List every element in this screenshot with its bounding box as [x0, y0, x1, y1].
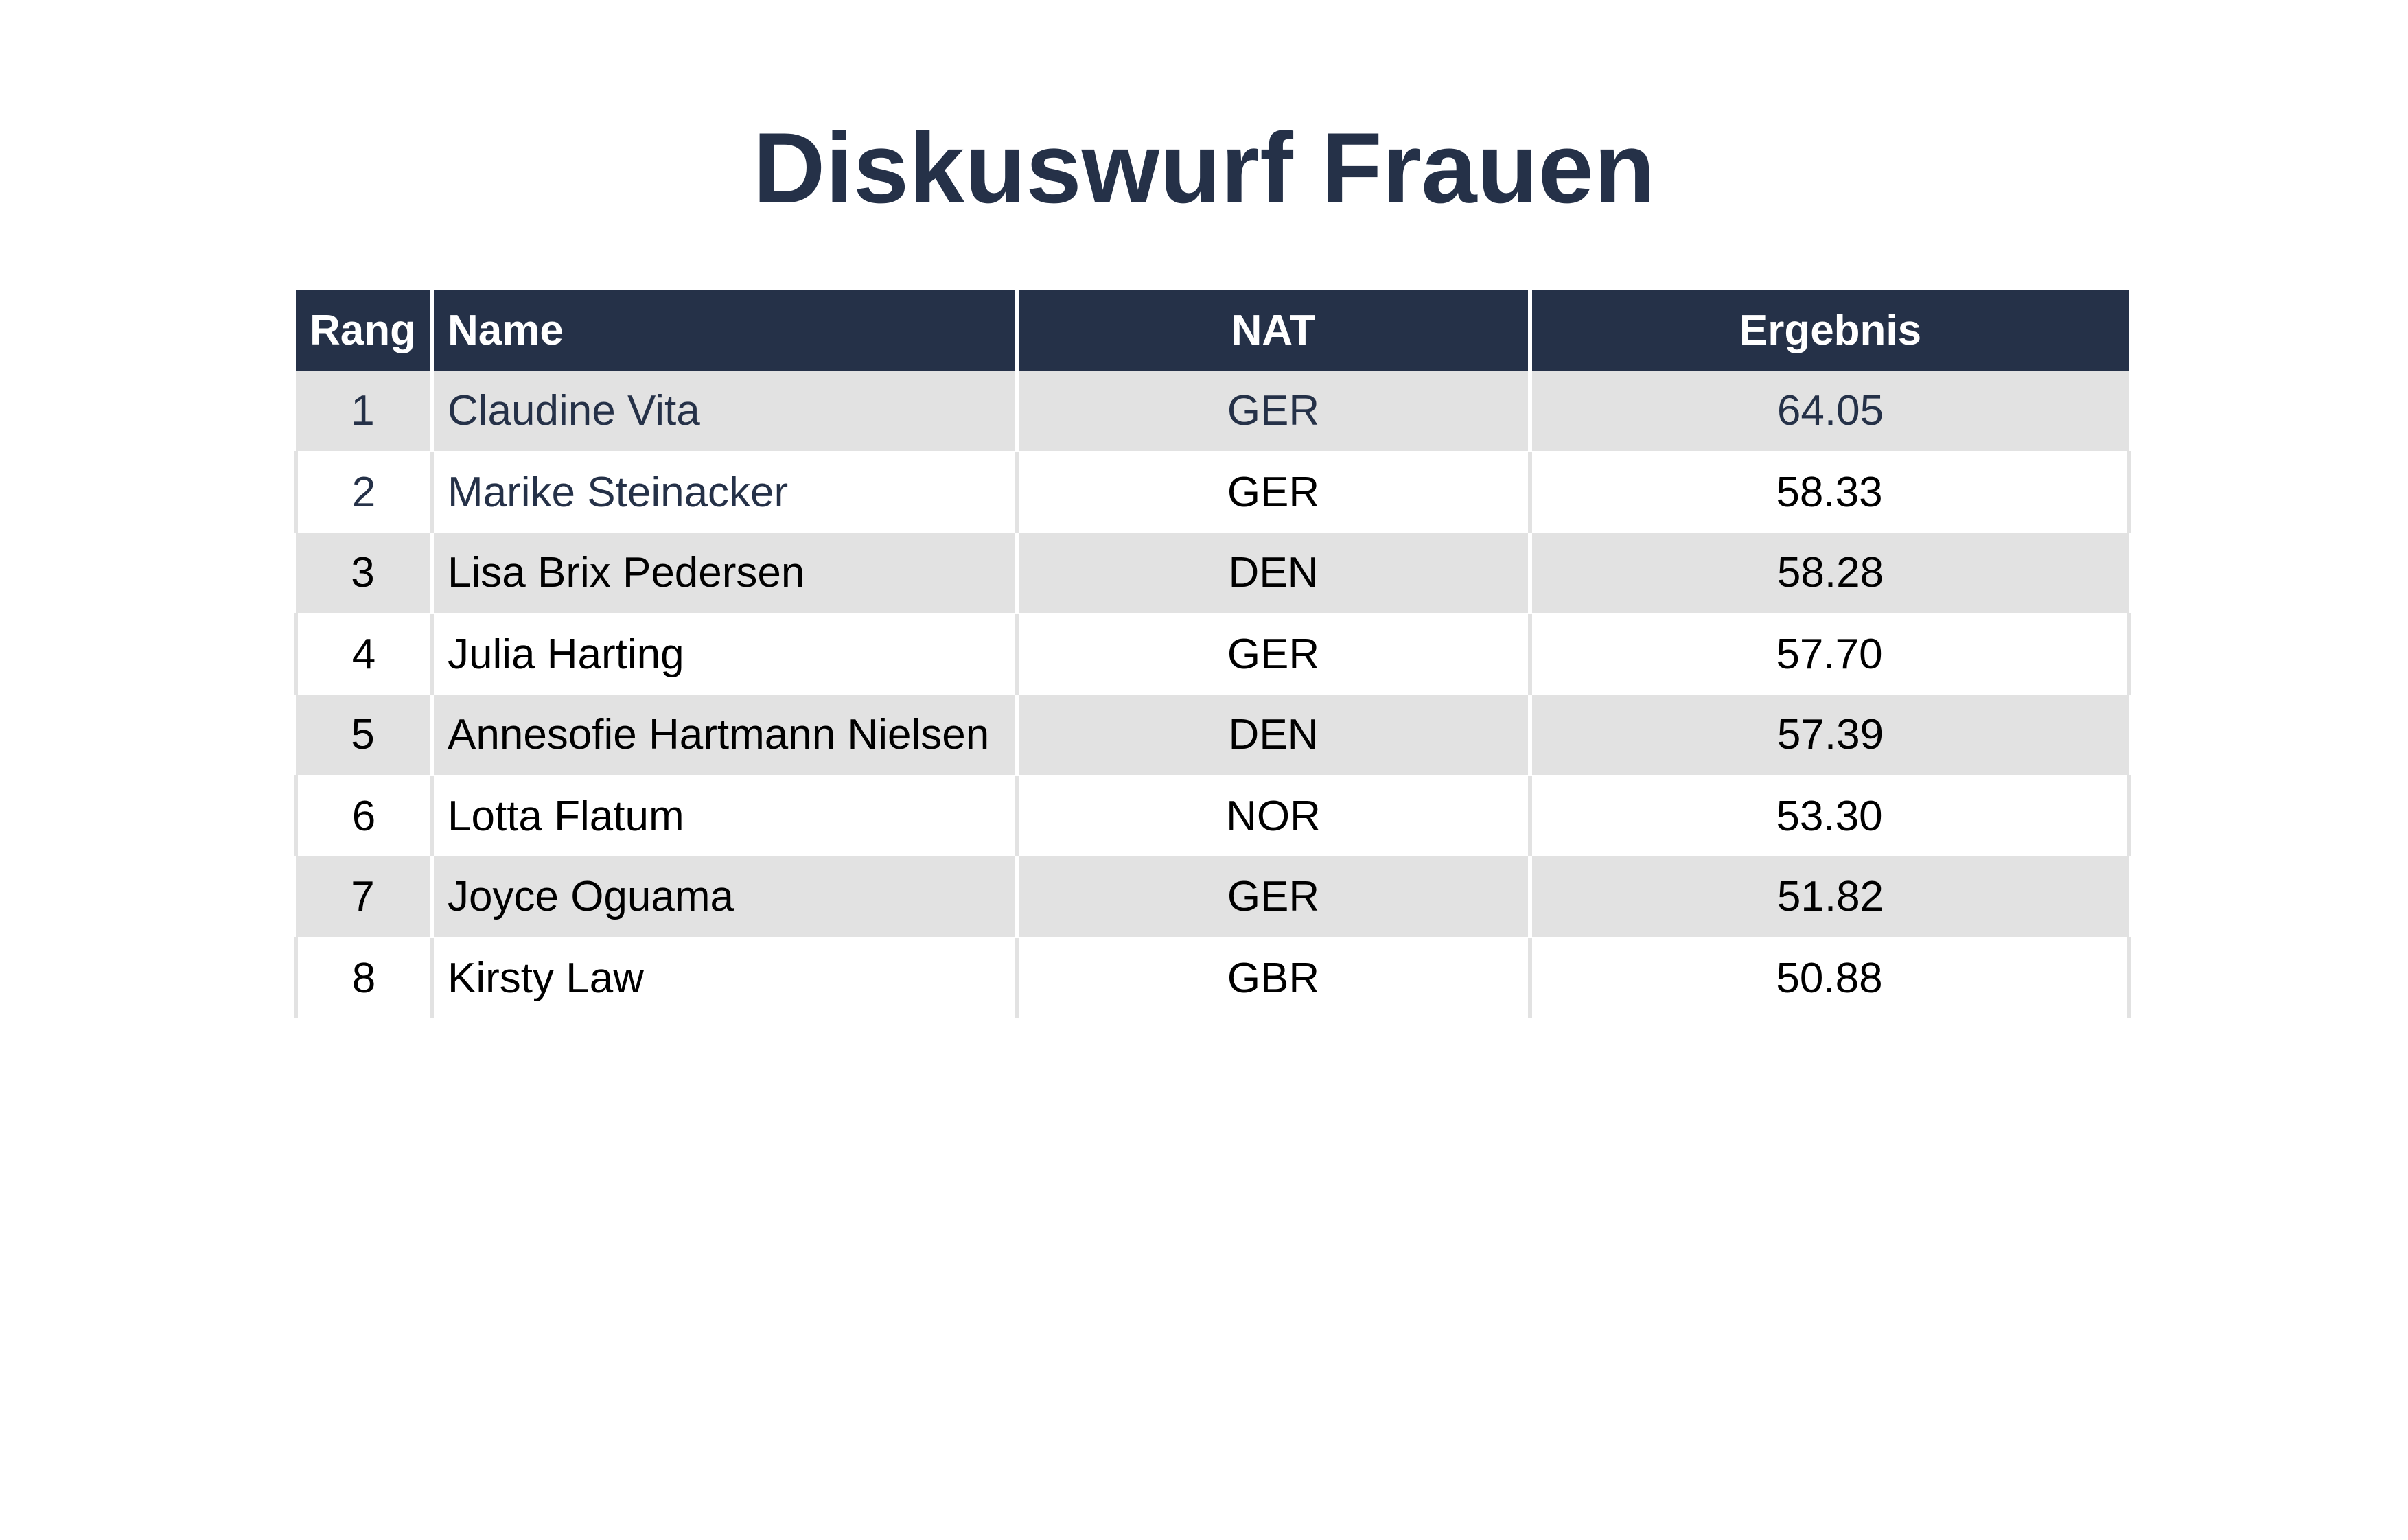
- cell-name: Claudine Vita: [430, 371, 1017, 452]
- header-nat: NAT: [1015, 290, 1530, 371]
- table-row: 2 Marike Steinacker GER 58.33: [294, 452, 2131, 533]
- table-row: 1 Claudine Vita GER 64.05: [296, 371, 2129, 452]
- cell-nat: GER: [1015, 452, 1530, 533]
- cell-nat: GER: [1015, 856, 1530, 937]
- cell-name: Lisa Brix Pedersen: [430, 533, 1017, 614]
- cell-nat: GER: [1015, 371, 1530, 452]
- cell-result: 64.05: [1528, 371, 2129, 452]
- header-rank: Rang: [296, 290, 432, 371]
- cell-name: Julia Harting: [430, 614, 1017, 695]
- cell-rank: 2: [294, 452, 432, 533]
- header-row: Rang Name NAT Ergebnis: [296, 290, 2129, 371]
- cell-result: 51.82: [1528, 856, 2129, 937]
- cell-rank: 8: [294, 937, 432, 1018]
- cell-nat: GER: [1015, 614, 1530, 695]
- table-row: 5 Annesofie Hartmann Nielsen DEN 57.39: [296, 695, 2129, 775]
- table-body: 1 Claudine Vita GER 64.05 2 Marike Stein…: [294, 371, 2131, 1018]
- cell-result: 53.30: [1528, 775, 2131, 856]
- results-table: Rang Name NAT Ergebnis 1 Claudine Vita G…: [294, 290, 2131, 1018]
- table-header: Rang Name NAT Ergebnis: [296, 290, 2129, 371]
- cell-nat: NOR: [1015, 775, 1530, 856]
- cell-result: 57.70: [1528, 614, 2131, 695]
- cell-name: Lotta Flatum: [430, 775, 1017, 856]
- cell-nat: DEN: [1015, 533, 1530, 614]
- table-row: 6 Lotta Flatum NOR 53.30: [294, 775, 2131, 856]
- cell-result: 58.33: [1528, 452, 2131, 533]
- cell-rank: 6: [294, 775, 432, 856]
- cell-name: Annesofie Hartmann Nielsen: [430, 695, 1017, 775]
- cell-result: 58.28: [1528, 533, 2129, 614]
- table-row: 3 Lisa Brix Pedersen DEN 58.28: [296, 533, 2129, 614]
- cell-nat: DEN: [1015, 695, 1530, 775]
- cell-rank: 7: [296, 856, 432, 937]
- cell-rank: 3: [296, 533, 432, 614]
- cell-rank: 1: [296, 371, 432, 452]
- cell-result: 57.39: [1528, 695, 2129, 775]
- cell-name: Marike Steinacker: [430, 452, 1017, 533]
- table-row: 4 Julia Harting GER 57.70: [294, 614, 2131, 695]
- header-name: Name: [430, 290, 1017, 371]
- cell-nat: GBR: [1015, 937, 1530, 1018]
- cell-name: Joyce Oguama: [430, 856, 1017, 937]
- cell-rank: 5: [296, 695, 432, 775]
- cell-name: Kirsty Law: [430, 937, 1017, 1018]
- header-result: Ergebnis: [1528, 290, 2129, 371]
- table-row: 7 Joyce Oguama GER 51.82: [296, 856, 2129, 937]
- cell-result: 50.88: [1528, 937, 2131, 1018]
- page-title: Diskuswurf Frauen: [752, 112, 1656, 224]
- table-row: 8 Kirsty Law GBR 50.88: [294, 937, 2131, 1018]
- cell-rank: 4: [294, 614, 432, 695]
